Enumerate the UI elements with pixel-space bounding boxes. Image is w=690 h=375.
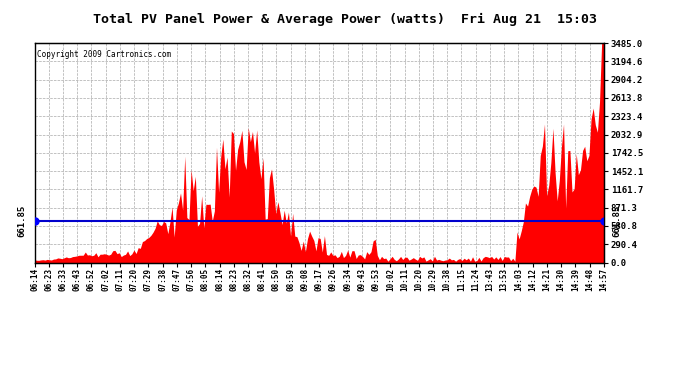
Text: 661.85: 661.85 xyxy=(612,205,621,237)
Text: 661.85: 661.85 xyxy=(17,205,26,237)
Text: Copyright 2009 Cartronics.com: Copyright 2009 Cartronics.com xyxy=(37,50,172,59)
Text: Total PV Panel Power & Average Power (watts)  Fri Aug 21  15:03: Total PV Panel Power & Average Power (wa… xyxy=(93,13,597,26)
